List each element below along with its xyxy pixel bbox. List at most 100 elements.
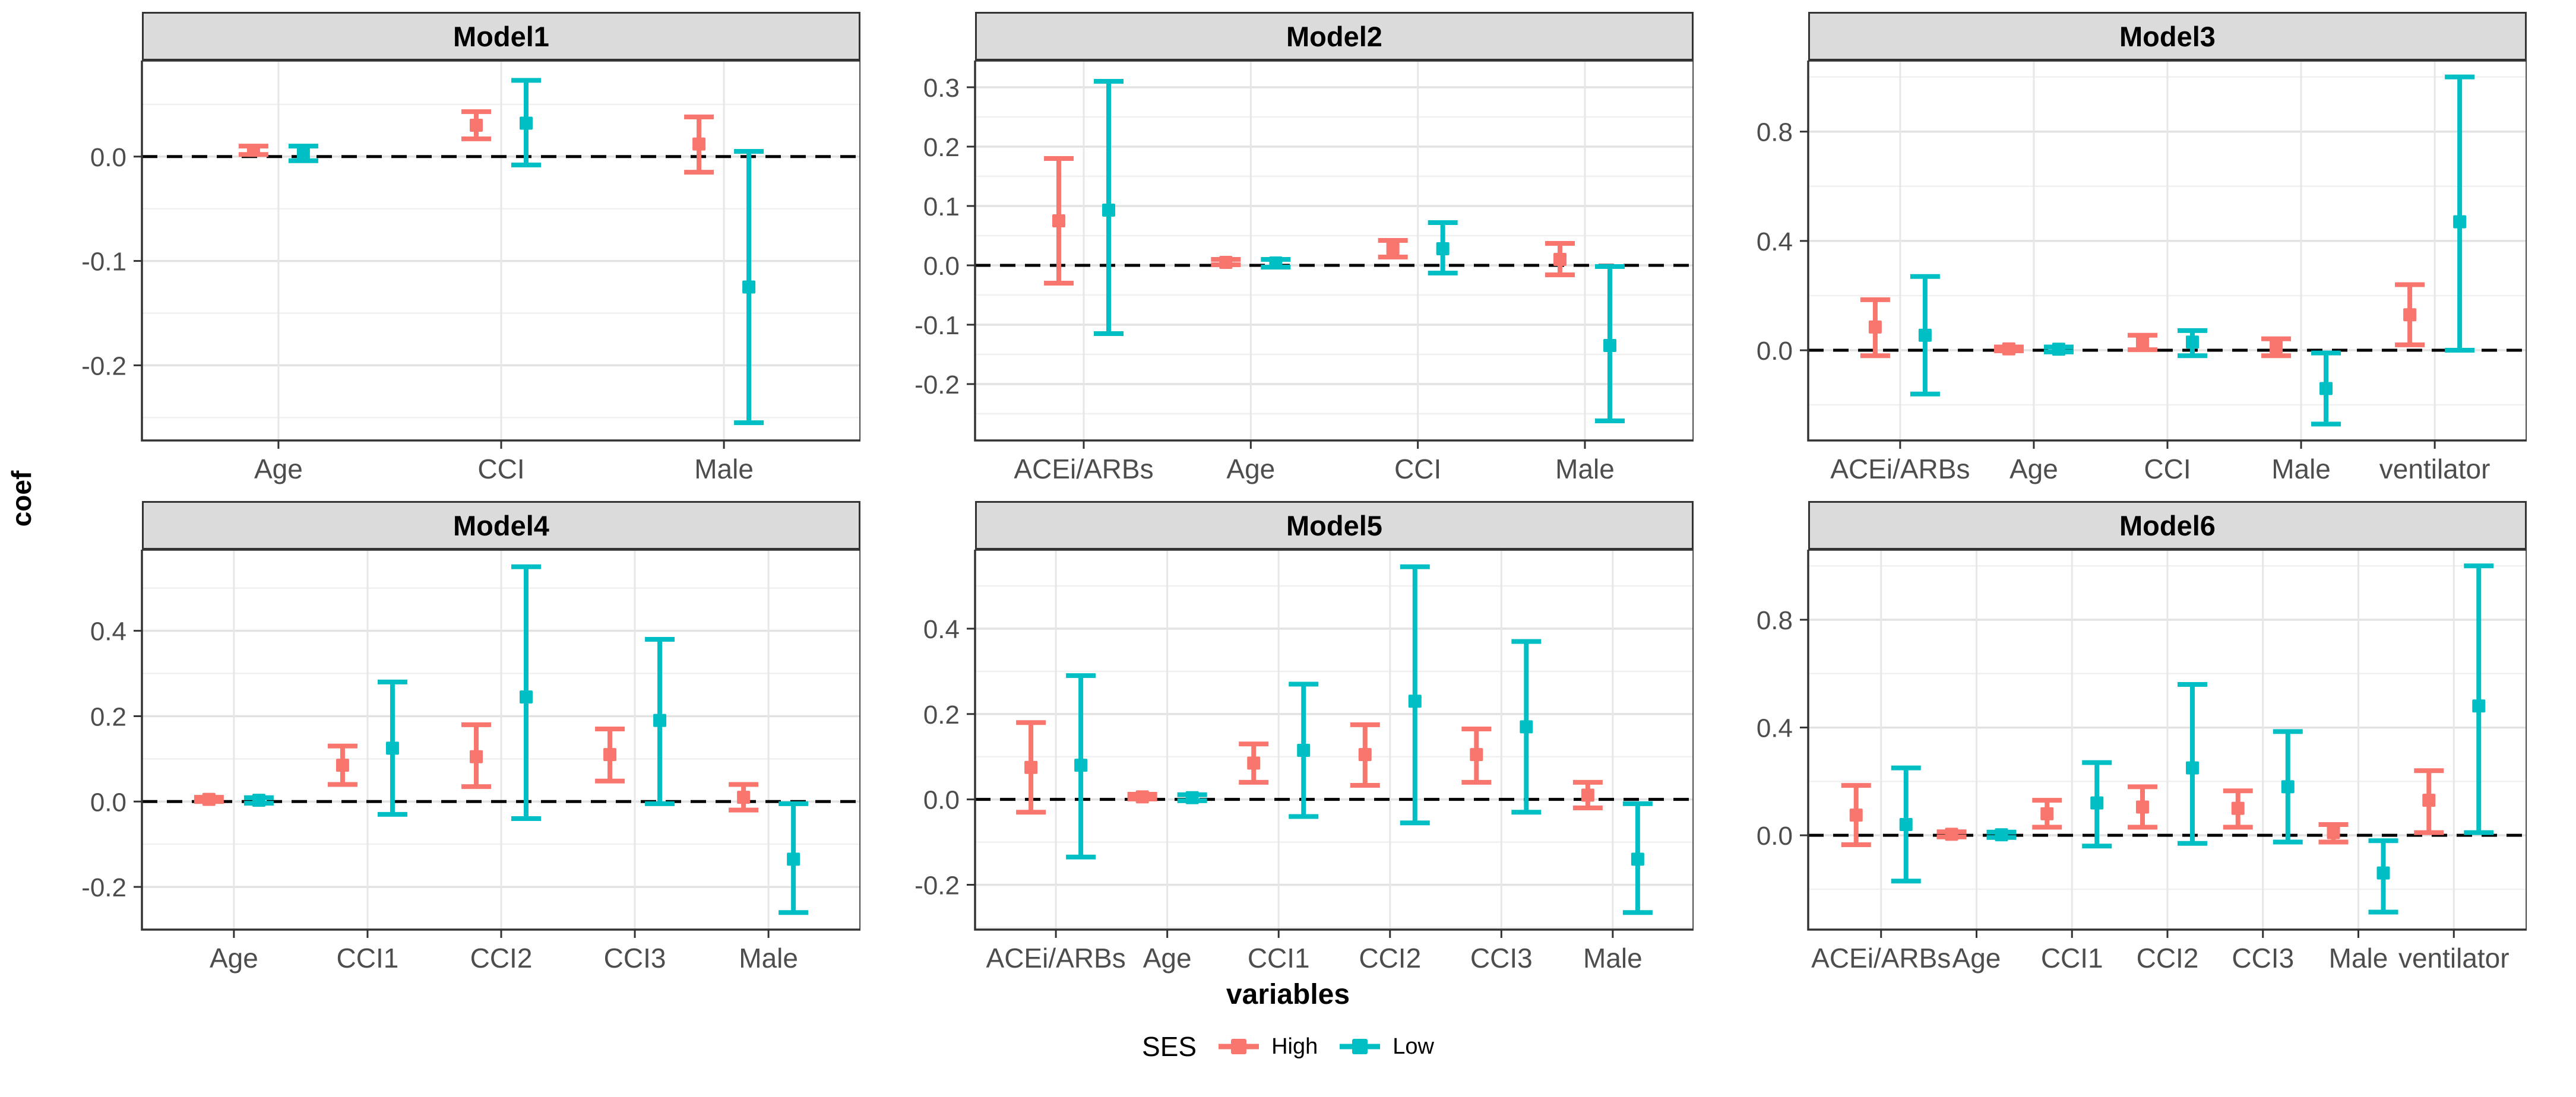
legend: SES High Low	[0, 1031, 2576, 1063]
facet-title: Model4	[453, 509, 549, 541]
x-tick-label: Male	[739, 943, 798, 974]
x-tick-label: CCI3	[2232, 943, 2294, 974]
y-tick-label: -0.2	[914, 370, 960, 400]
y-tick-label: 0.4	[90, 617, 126, 646]
y-tick-label: 0.0	[923, 252, 960, 281]
panel-model6: 0.0 0.4 0.8 ACEi/ARBs Age CCI1 CCI2 CCI3 Male ven…	[1757, 550, 2527, 974]
x-tick-label: CCI	[477, 454, 524, 484]
x-tick-label: Age	[210, 943, 258, 974]
x-tick-label: Age	[254, 454, 303, 484]
facet-model1: Model1 0.0 -0.1 -0.2 Age CCI Male	[38, 12, 860, 493]
facet-model2: Model2 0.3 0.2 0.1 0.0 -0.1 -0.2 ACEi/ARBs Age CC…	[871, 12, 1694, 493]
panel-model2: 0.3 0.2 0.1 0.0 -0.1 -0.2 ACEi/ARBs Age CCI Male	[914, 61, 1694, 484]
y-tick-label: -0.2	[81, 873, 126, 902]
x-tick-label: Age	[1952, 943, 2001, 974]
y-tick-label: 0.2	[923, 700, 960, 730]
y-tick-label: 0.0	[90, 143, 126, 172]
pointrange-series-high	[194, 722, 759, 813]
x-tick-label: Age	[2009, 454, 2058, 484]
pointrange-series-low	[1891, 563, 2494, 915]
x-tick-label: Male	[2329, 943, 2388, 974]
facet-strip: Model2	[975, 12, 1694, 61]
pointrange-series-low	[243, 564, 809, 915]
pointrange-key-high-icon	[1219, 1039, 1259, 1054]
y-tick-label: -0.2	[81, 351, 126, 381]
y-tick-label: 0.4	[1757, 227, 1793, 256]
y-tick-label: -0.1	[914, 311, 960, 340]
facet-title: Model1	[453, 20, 549, 52]
x-tick-label: CCI3	[1470, 943, 1533, 974]
x-tick-label: Age	[1226, 454, 1275, 484]
panel-model3: 0.0 0.4 0.8 ACEi/ARBs Age CCI Male ventilator	[1757, 61, 2527, 484]
x-tick-label: CCI	[2144, 454, 2191, 484]
x-tick-label: Age	[1143, 943, 1192, 974]
y-tick-label: 0.0	[1757, 822, 1793, 851]
y-tick-label: 0.4	[923, 615, 960, 644]
legend-item-low: Low	[1338, 1034, 1434, 1060]
facet-grid: Model1 0.0 -0.1 -0.2 Age CCI Male Model2 0.3 0.2 0…	[38, 12, 2527, 982]
y-tick-label: 0.0	[1757, 337, 1793, 366]
y-tick-label: 0.2	[90, 702, 126, 731]
facet-model6: Model6 0.0 0.4 0.8 ACEi/ARBs Age CCI1 CCI2 CCI3 M…	[1704, 501, 2527, 982]
facet-title: Model6	[2119, 509, 2216, 541]
x-tick-label: CCI1	[337, 943, 399, 974]
facet-strip: Model1	[142, 12, 860, 61]
x-tick-label: ACEi/ARBs	[1830, 454, 1970, 484]
x-tick-label: ACEi/ARBs	[1014, 454, 1153, 484]
x-tick-label: CCI2	[470, 943, 533, 974]
y-tick-label: 0.3	[923, 74, 960, 103]
x-tick-label: Male	[694, 454, 754, 484]
pointrange-series-high	[1044, 156, 1575, 286]
facet-title: Model2	[1286, 20, 1382, 52]
pointrange-series-low	[1910, 74, 2475, 427]
x-tick-label: ventilator	[2398, 943, 2509, 974]
legend-title: SES	[1142, 1031, 1197, 1062]
facet-model3: Model3 0.0 0.4 0.8 ACEi/ARBs Age CCI Male ventil…	[1704, 12, 2527, 493]
x-tick-label: ACEi/ARBs	[986, 943, 1126, 974]
facet-strip: Model4	[142, 501, 860, 550]
y-tick-label: 0.2	[923, 133, 960, 162]
x-axis-title: variables	[1226, 979, 1350, 1010]
y-tick-label: 0.0	[923, 786, 960, 815]
legend-item-high: High	[1217, 1034, 1318, 1060]
x-tick-label: Male	[2271, 454, 2331, 484]
x-tick-label: CCI1	[1248, 943, 1310, 974]
legend-label-high: High	[1271, 1033, 1318, 1059]
facet-strip: Model6	[1808, 501, 2527, 550]
facet-strip: Model5	[975, 501, 1694, 550]
x-tick-label: CCI2	[2137, 943, 2199, 974]
y-axis-title: coef	[6, 470, 37, 527]
x-tick-label: ventilator	[2379, 454, 2490, 484]
x-tick-label: CCI1	[2041, 943, 2103, 974]
y-tick-label: 0.4	[1757, 714, 1793, 743]
y-tick-label: -0.2	[914, 871, 960, 900]
facet-model5: Model5 0.4 0.2 0.0 -0.2 ACEi/ARBs Age CCI1 CCI2 C…	[871, 501, 1694, 982]
pointrange-series-high	[1841, 768, 2444, 848]
y-tick-label: 0.1	[923, 192, 960, 221]
facet-model4: Model4 0.4 0.2 0.0 -0.2 Age CCI1 CCI2 CCI3 Male	[38, 501, 860, 982]
panel-model1: 0.0 -0.1 -0.2 Age CCI Male	[81, 61, 860, 484]
x-tick-label: CCI	[1394, 454, 1441, 484]
pointrange-series-low	[1066, 564, 1653, 915]
x-tick-label: CCI3	[604, 943, 666, 974]
x-tick-label: ACEi/ARBs	[1811, 943, 1951, 974]
facet-title: Model5	[1286, 509, 1382, 541]
y-tick-label: 0.8	[1757, 118, 1793, 147]
x-tick-label: Male	[1583, 943, 1643, 974]
legend-label-low: Low	[1393, 1033, 1434, 1059]
y-tick-label: -0.1	[81, 248, 126, 277]
y-tick-label: 0.0	[90, 788, 126, 817]
pointrange-key-low-icon	[1340, 1039, 1381, 1054]
pointrange-series-high	[238, 109, 714, 175]
panel-model5: 0.4 0.2 0.0 -0.2 ACEi/ARBs Age CCI1 CCI2 CCI3 Mal…	[914, 550, 1694, 974]
y-tick-label: 0.8	[1757, 606, 1793, 635]
pointrange-series-high	[1016, 720, 1603, 815]
facet-title: Model3	[2119, 20, 2216, 52]
x-tick-label: CCI2	[1359, 943, 1421, 974]
pointrange-series-low	[1094, 79, 1625, 423]
pointrange-series-low	[288, 78, 764, 426]
x-tick-label: Male	[1555, 454, 1615, 484]
pointrange-series-high	[1860, 282, 2425, 359]
panel-model4: 0.4 0.2 0.0 -0.2 Age CCI1 CCI2 CCI3 Male	[81, 550, 860, 974]
facet-strip: Model3	[1808, 12, 2527, 61]
